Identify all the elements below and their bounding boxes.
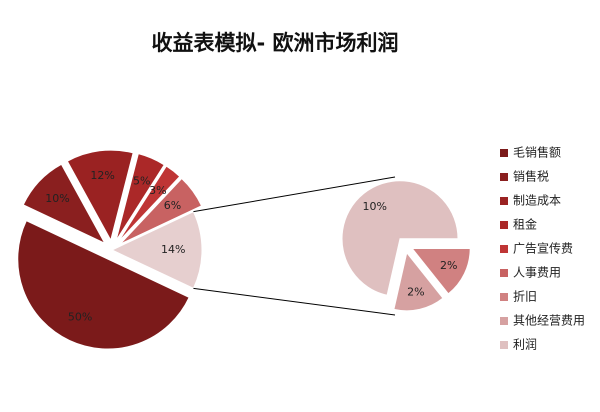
legend-label: 人事费用 <box>513 266 561 280</box>
pie-slice <box>411 247 471 295</box>
legend-swatch <box>500 341 508 349</box>
chart-title: 收益表模拟- 欧洲市场利润 <box>151 31 398 55</box>
legend-label: 租金 <box>513 217 537 232</box>
data-label: 3% <box>149 184 166 197</box>
legend-label: 毛销售额 <box>513 145 561 160</box>
pie-slice <box>110 211 203 289</box>
data-label: 12% <box>90 169 114 182</box>
pie-slice <box>119 177 203 245</box>
data-label: 10% <box>45 192 69 205</box>
legend-swatch <box>500 173 508 181</box>
legend-label: 销售税 <box>513 169 549 184</box>
legend-swatch <box>500 221 508 229</box>
connector-line <box>193 287 396 316</box>
legend-swatch <box>500 293 508 301</box>
connector-line <box>193 176 396 213</box>
legend-swatch <box>500 269 508 277</box>
data-label: 50% <box>68 311 92 324</box>
legend-label: 折旧 <box>513 289 537 304</box>
data-label: 5% <box>133 174 150 187</box>
pie-slice <box>341 180 459 296</box>
legend-swatch <box>500 149 508 157</box>
pie-slice <box>117 165 181 243</box>
pie-slice <box>115 153 165 242</box>
data-label: 10% <box>362 200 386 213</box>
pie-slice <box>393 251 444 312</box>
legend-swatch <box>500 197 508 205</box>
data-label: 2% <box>440 259 457 272</box>
legend-swatch <box>500 245 508 253</box>
legend-label: 广告宣传费 <box>513 241 573 256</box>
data-label: 14% <box>161 243 185 256</box>
data-label: 2% <box>407 285 424 298</box>
data-label: 6% <box>164 199 181 212</box>
pie-slice <box>66 149 134 242</box>
legend-label: 其他经营费用 <box>513 314 585 328</box>
legend-swatch <box>500 317 508 325</box>
legend-label: 利润 <box>513 338 537 352</box>
pie-slice <box>22 163 106 245</box>
pie-slice <box>17 220 190 350</box>
legend-label: 制造成本 <box>513 194 561 208</box>
